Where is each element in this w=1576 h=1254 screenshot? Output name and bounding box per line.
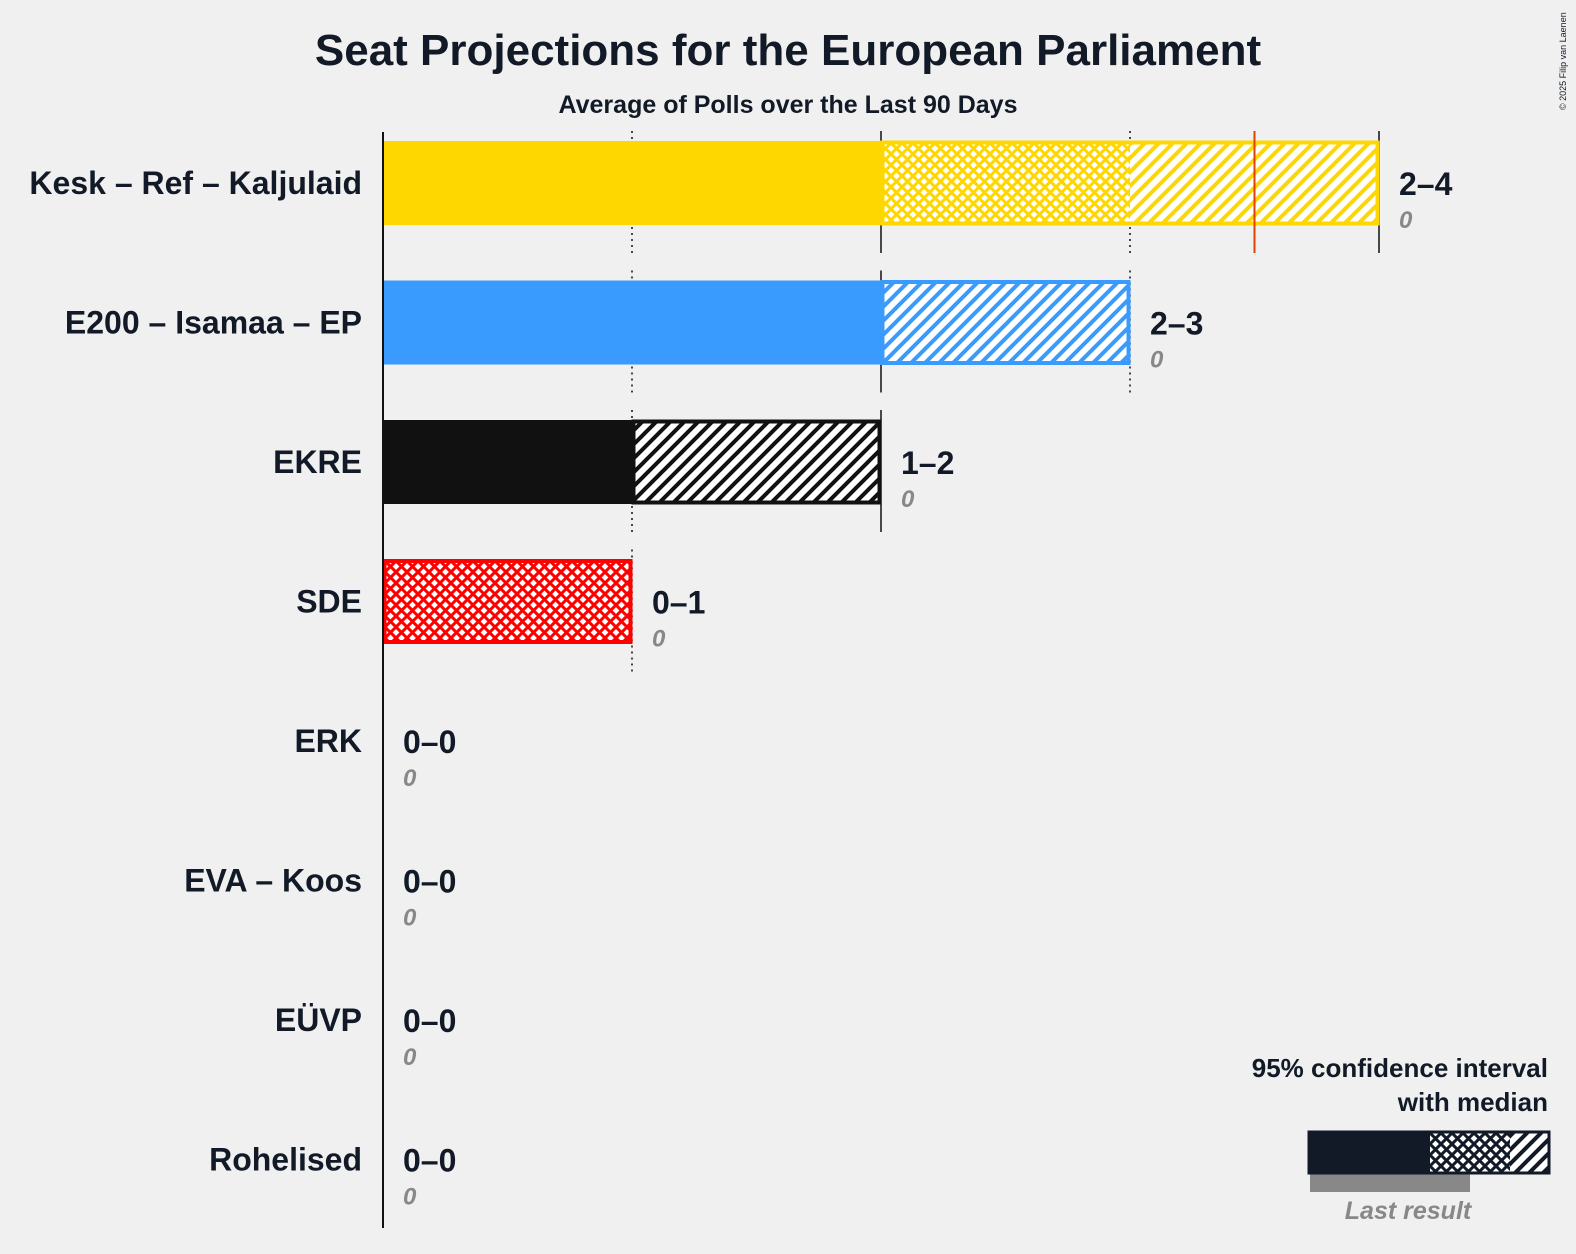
party-label: Rohelised [209, 1142, 362, 1178]
bars [382, 131, 1380, 644]
chart-title: Seat Projections for the European Parlia… [315, 26, 1262, 75]
legend-last-result-label: Last result [1345, 1197, 1473, 1225]
legend-title-line1: 95% confidence interval [1252, 1053, 1548, 1083]
copyright-notice: © 2025 Filip van Laenen [1558, 12, 1568, 110]
bar-group [383, 280, 1131, 365]
legend-solid-segment [1308, 1131, 1430, 1174]
bar-group [383, 419, 882, 505]
range-label: 0–0 [403, 1143, 456, 1179]
party-label: EVA – Koos [184, 863, 362, 899]
party-label: ERK [294, 723, 362, 759]
last-result-label: 0 [403, 1184, 417, 1211]
range-label: 0–1 [652, 585, 705, 621]
bar-solid [383, 280, 881, 365]
bar-crosshatch [881, 141, 1130, 225]
bar-outline [382, 559, 633, 644]
bar-solid [383, 420, 632, 504]
party-label: EÜVP [275, 1002, 362, 1038]
legend-crosshatch-segment [1430, 1133, 1510, 1172]
range-label: 2–4 [1399, 166, 1453, 202]
range-label: 0–0 [403, 864, 456, 900]
bar-outline [880, 280, 1131, 365]
range-label: 0–0 [403, 724, 456, 760]
bar-crosshatch [383, 559, 632, 644]
bar-hatch [632, 420, 881, 504]
last-result-label: 0 [1399, 207, 1413, 234]
range-label: 1–2 [901, 445, 954, 481]
last-result-label: 0 [1150, 347, 1164, 374]
bar-group [383, 131, 1380, 253]
range-label: 2–3 [1150, 306, 1203, 342]
chart-subtitle: Average of Polls over the Last 90 Days [559, 91, 1018, 119]
bar-outline [631, 419, 882, 505]
last-result-label: 0 [403, 1044, 417, 1071]
legend: 95% confidence interval with median Last… [1252, 1053, 1551, 1225]
party-label: EKRE [273, 444, 362, 480]
party-label: Kesk – Ref – Kaljulaid [29, 165, 362, 201]
party-label: SDE [296, 584, 362, 620]
last-result-label: 0 [403, 905, 417, 932]
legend-hatch-segment [1510, 1133, 1548, 1172]
bar-group [382, 559, 633, 644]
last-result-label: 0 [901, 486, 915, 513]
bar-outline [880, 140, 1380, 226]
bar-hatch [881, 280, 1130, 365]
bar-solid [383, 141, 881, 225]
range-label: 0–0 [403, 1003, 456, 1039]
legend-last-result-bar [1310, 1172, 1470, 1192]
last-result-label: 0 [403, 765, 417, 792]
legend-title-line2: with median [1397, 1087, 1548, 1117]
legend-outline [1307, 1130, 1551, 1175]
last-result-label: 0 [652, 626, 666, 653]
party-label: E200 – Isamaa – EP [65, 305, 362, 341]
labels: Kesk – Ref – Kaljulaid 2–4 0 E200 – Isamaa … [29, 165, 1452, 1211]
